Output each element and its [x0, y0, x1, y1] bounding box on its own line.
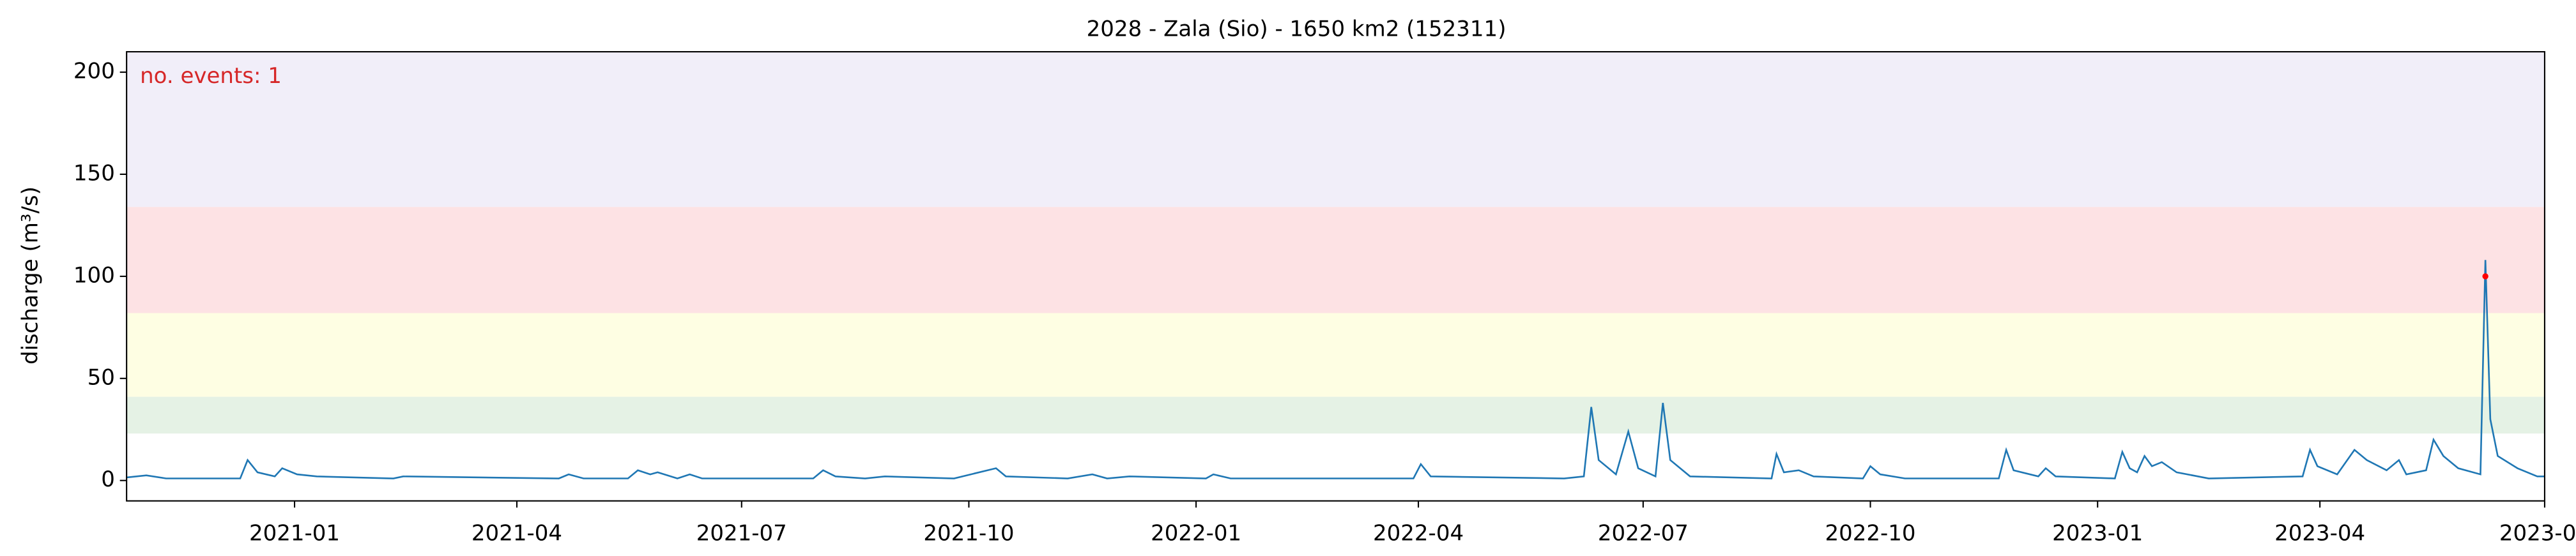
y-tick-label: 150	[73, 160, 115, 186]
x-tick-label: 2022-04	[1373, 520, 1464, 546]
y-axis-label: discharge (m³/s)	[18, 186, 43, 364]
x-tick-label: 2023-01	[2052, 520, 2143, 546]
y-tick-label: 50	[88, 364, 115, 390]
y-tick-label: 200	[73, 59, 115, 84]
event-point	[2482, 273, 2488, 280]
x-tick-label: 2022-10	[1825, 520, 1915, 546]
annotation: no. events: 1	[140, 63, 282, 89]
x-tick-label: 2023-04	[2274, 520, 2365, 546]
x-tick-label: 2021-10	[923, 520, 1014, 546]
threshold-band	[126, 207, 2545, 313]
x-tick-label: 2023-07	[2499, 520, 2576, 546]
y-tick-label: 100	[73, 262, 115, 288]
series-line	[126, 260, 2545, 479]
threshold-band	[126, 313, 2545, 397]
x-tick-label: 2021-01	[249, 520, 340, 546]
plot-frame	[126, 51, 2545, 502]
threshold-band	[126, 396, 2545, 434]
y-tick-label: 0	[101, 467, 115, 492]
chart-title: 2028 - Zala (Sio) - 1650 km2 (152311)	[1087, 17, 1506, 42]
x-tick-label: 2022-07	[1598, 520, 1689, 546]
threshold-band	[126, 52, 2545, 207]
x-tick-label: 2022-01	[1151, 520, 1241, 546]
x-tick-label: 2021-04	[471, 520, 562, 546]
x-tick-label: 2021-07	[696, 520, 787, 546]
